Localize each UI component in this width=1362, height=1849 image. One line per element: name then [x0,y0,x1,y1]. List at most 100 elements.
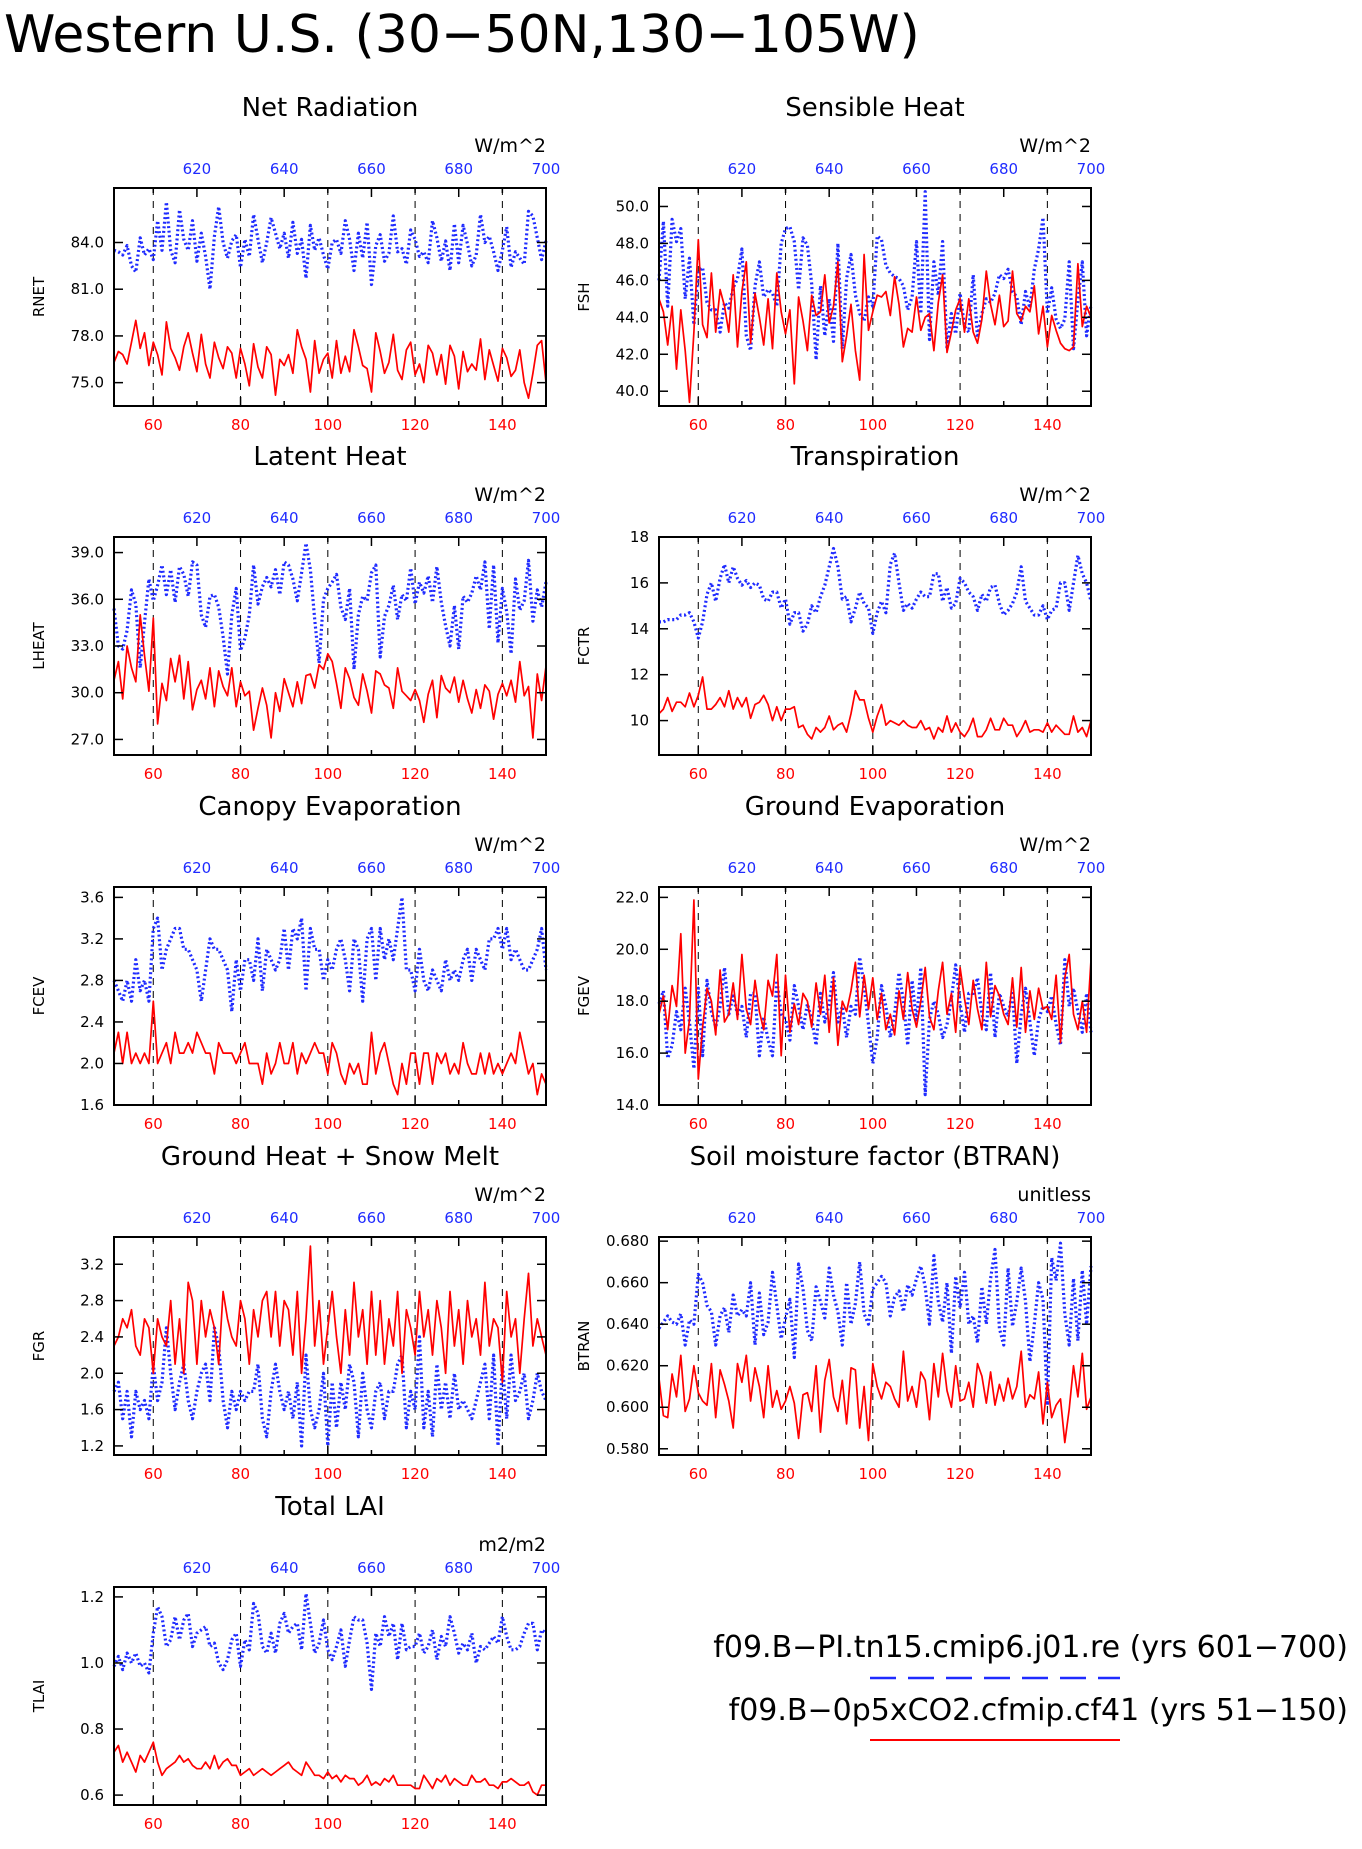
series-line-red [658,676,1092,740]
x-tick-label: 60 [144,765,163,783]
top-tick-label: 660 [902,1209,931,1227]
plot-frame [113,886,547,1106]
top-tick-label: 620 [183,1209,212,1227]
chart-title: Soil moisture factor (BTRAN) [690,1142,1061,1172]
y-axis-label: FSH [575,282,593,311]
x-tick-label: 140 [488,765,517,783]
x-tick-label: 60 [144,1465,163,1483]
series-line-blue [113,200,548,291]
top-tick-label: 620 [728,859,757,877]
chart-panel-tlai: Total LAI m2/m2 60 80 100 120 140 620 640 660 680 7… [30,1492,560,1833]
top-tick-label: 700 [532,859,561,877]
chart-title: Ground Evaporation [745,792,1005,822]
x-tick-label: 100 [313,1465,342,1483]
chart-panel-fgr: Ground Heat + Snow Melt W/m^2 60 80 100 120 14… [30,1142,560,1483]
x-tick-label: 120 [401,1815,430,1833]
chart-panel-lheat: Latent Heat W/m^2 60 80 100 120 140 620 640 660 68… [30,442,560,783]
chart-units: W/m^2 [474,1184,546,1206]
chart-title: Latent Heat [253,442,406,472]
plot-frame [658,1236,1092,1456]
x-tick-label: 120 [946,416,975,434]
y-tick-label: 1.2 [80,1588,104,1606]
top-tick-label: 640 [270,1559,299,1577]
x-tick-label: 120 [401,1465,430,1483]
y-tick-label: 20.0 [616,940,649,958]
plot-frame [113,1236,547,1456]
y-tick-label: 2.4 [80,1013,104,1031]
top-tick-label: 640 [815,859,844,877]
top-tick-label: 640 [815,1209,844,1227]
top-tick-label: 700 [532,1209,561,1227]
x-tick-label: 140 [488,416,517,434]
x-tick-label: 100 [858,416,887,434]
top-tick-label: 640 [815,160,844,178]
chart-units: W/m^2 [474,834,546,856]
y-tick-label: 18.0 [616,992,649,1010]
chart-panel-fgev: Ground Evaporation W/m^2 60 80 100 120 140 620 6… [575,792,1105,1133]
x-tick-label: 80 [776,765,795,783]
x-tick-label: 100 [313,765,342,783]
top-tick-label: 660 [902,509,931,527]
plot-frame [658,536,1092,756]
top-tick-label: 680 [989,160,1018,178]
chart-units: W/m^2 [1019,135,1091,157]
series-line-red [113,1245,547,1384]
y-axis-label: FGR [30,1331,48,1362]
top-tick-label: 660 [357,859,386,877]
y-tick-label: 81.0 [71,280,104,298]
top-tick-label: 640 [270,509,299,527]
y-tick-label: 50.0 [616,197,649,215]
y-tick-label: 16 [630,574,649,592]
x-tick-label: 100 [858,1465,887,1483]
chart-units: W/m^2 [474,135,546,157]
y-tick-label: 33.0 [71,637,104,655]
top-tick-label: 640 [270,160,299,178]
chart-units: W/m^2 [1019,834,1091,856]
top-tick-label: 680 [444,1209,473,1227]
x-tick-label: 80 [231,1815,250,1833]
series-line-blue [112,1326,548,1448]
plot-frame [658,187,1092,407]
chart-panel-fsh: Sensible Heat W/m^2 60 80 100 120 140 620 640 660… [575,93,1105,434]
top-tick-label: 700 [532,1559,561,1577]
y-tick-label: 2.4 [80,1328,104,1346]
y-tick-label: 2.0 [80,1054,104,1072]
plot-frame [658,886,1092,1106]
series-line-blue [112,895,548,1014]
x-tick-label: 140 [1033,416,1062,434]
top-tick-label: 620 [728,509,757,527]
x-tick-label: 100 [313,1815,342,1833]
series-line-blue [657,1241,1093,1407]
top-tick-label: 640 [815,509,844,527]
x-tick-label: 120 [401,416,430,434]
y-tick-label: 1.6 [80,1401,104,1419]
chart-panel-fcev: Canopy Evaporation W/m^2 60 80 100 120 140 620 6… [30,792,560,1133]
x-tick-label: 80 [231,416,250,434]
y-axis-label: RNET [30,276,48,317]
top-tick-label: 620 [183,509,212,527]
x-tick-label: 60 [144,416,163,434]
top-tick-label: 700 [532,160,561,178]
y-tick-label: 16.0 [616,1044,649,1062]
y-tick-label: 0.580 [606,1440,649,1458]
x-tick-label: 140 [488,1115,517,1133]
top-tick-label: 680 [444,160,473,178]
x-tick-label: 80 [776,1115,795,1133]
plot-frame [113,187,547,407]
chart-title: Canopy Evaporation [198,792,461,822]
y-tick-label: 44.0 [616,308,649,326]
chart-units: W/m^2 [474,484,546,506]
x-tick-label: 100 [858,1115,887,1133]
top-tick-label: 700 [1077,859,1106,877]
x-tick-label: 100 [313,1115,342,1133]
y-tick-label: 14.0 [616,1096,649,1114]
y-tick-label: 75.0 [71,374,104,392]
chart-title: Sensible Heat [785,93,964,123]
y-tick-label: 0.620 [606,1357,649,1375]
y-tick-label: 46.0 [616,271,649,289]
top-tick-label: 620 [183,160,212,178]
y-axis-label: BTRAN [575,1321,593,1372]
chart-units: unitless [1017,1184,1091,1206]
x-tick-label: 120 [946,765,975,783]
